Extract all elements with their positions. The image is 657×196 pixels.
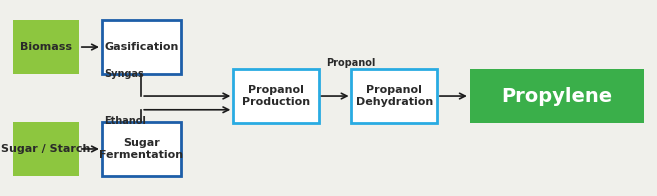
Text: Sugar
Fermentation: Sugar Fermentation (99, 138, 183, 160)
Text: Propanol
Production: Propanol Production (242, 85, 310, 107)
Text: Ethanol: Ethanol (104, 116, 146, 126)
Text: Biomass: Biomass (20, 42, 72, 52)
FancyBboxPatch shape (233, 69, 319, 123)
Text: Sugar / Starch: Sugar / Starch (1, 144, 91, 154)
FancyBboxPatch shape (351, 69, 437, 123)
FancyBboxPatch shape (102, 20, 181, 74)
FancyBboxPatch shape (13, 20, 79, 74)
Text: Gasification: Gasification (104, 42, 179, 52)
Text: Syngas: Syngas (104, 69, 144, 79)
Text: Propanol
Dehydration: Propanol Dehydration (355, 85, 433, 107)
FancyBboxPatch shape (13, 122, 79, 176)
Text: Propanol: Propanol (327, 58, 376, 68)
FancyBboxPatch shape (102, 122, 181, 176)
FancyBboxPatch shape (470, 69, 644, 123)
Text: Propylene: Propylene (501, 87, 612, 105)
